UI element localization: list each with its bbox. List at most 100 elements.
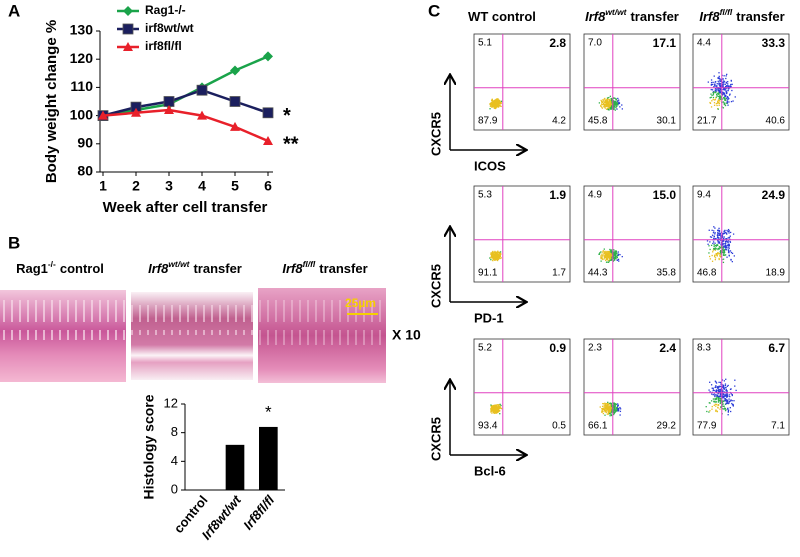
event-dot (497, 99, 499, 101)
flow-plot (583, 33, 681, 131)
event-dot (716, 93, 718, 95)
event-dot (722, 237, 725, 240)
event-dot (614, 409, 616, 412)
event-dot (722, 396, 725, 398)
event-dot (599, 252, 601, 254)
event-dot (712, 91, 715, 93)
event-dot (728, 255, 730, 257)
x-tick-label: 1 (99, 178, 107, 194)
event-dot (724, 97, 726, 99)
event-dot (614, 109, 616, 111)
event-dot (718, 381, 720, 384)
quadrant-ul: 9.4 (697, 190, 711, 201)
event-dot (615, 104, 617, 107)
event-dot (711, 100, 713, 102)
event-dot (618, 101, 620, 103)
event-dot (495, 103, 497, 105)
event-dot (497, 257, 499, 260)
event-dot (706, 410, 708, 413)
event-dot (717, 87, 719, 89)
event-dot (602, 410, 604, 413)
event-dot (715, 85, 717, 87)
event-dot (717, 234, 719, 236)
event-dot (710, 384, 713, 386)
event-dot (720, 86, 722, 88)
event-dot (724, 398, 727, 400)
event-dot (609, 95, 612, 97)
event-dot (606, 408, 609, 410)
plot-frame (473, 185, 571, 283)
event-dot (494, 409, 497, 412)
event-dot (497, 104, 499, 106)
event-dot (608, 254, 610, 257)
event-dot (723, 94, 725, 96)
event-dot (727, 410, 730, 412)
event-dot (494, 407, 497, 409)
event-dot (705, 406, 707, 408)
event-dot (616, 256, 618, 259)
event-dot (727, 83, 729, 85)
event-dot (493, 99, 495, 102)
event-dot (730, 393, 732, 395)
event-dot (724, 391, 726, 393)
event-dot (606, 99, 608, 101)
event-dot (728, 243, 730, 246)
event-dot (728, 97, 730, 100)
event-dot (491, 100, 493, 102)
event-dot (713, 104, 716, 106)
event-dot (610, 413, 612, 416)
event-dot (601, 101, 604, 104)
event-dot (619, 253, 621, 256)
event-dot (727, 249, 729, 251)
event-dot (728, 101, 730, 103)
event-dot (708, 389, 710, 391)
event-dot (494, 257, 497, 259)
event-dot (725, 88, 727, 90)
event-dot (709, 410, 711, 412)
event-dot (613, 254, 615, 256)
event-dot (616, 409, 618, 412)
y-axis-label: CXCR5 (428, 264, 443, 308)
event-dot (721, 241, 724, 243)
event-dot (724, 254, 726, 257)
event-dot (614, 411, 616, 414)
event-dot (727, 407, 729, 409)
plot-frame (583, 33, 681, 131)
event-dot (604, 255, 606, 258)
flow-plot (583, 338, 681, 436)
event-dot (714, 380, 717, 382)
event-dot (710, 81, 713, 84)
event-dot (717, 404, 720, 406)
event-dot (715, 390, 718, 392)
event-dot (492, 100, 495, 103)
event-dot (722, 243, 724, 246)
event-dot (604, 97, 606, 100)
y-tick-label: 100 (70, 106, 94, 122)
event-dot (498, 253, 500, 255)
event-dot (720, 253, 722, 255)
event-dot (725, 91, 727, 93)
event-dot (716, 85, 718, 87)
event-dot (718, 248, 721, 250)
event-dot (497, 106, 499, 108)
event-dot (715, 401, 717, 403)
event-dot (714, 232, 716, 234)
event-dot (712, 98, 714, 101)
event-dot (614, 250, 616, 252)
event-dot (717, 407, 719, 409)
event-dot (722, 408, 725, 410)
event-dot (602, 403, 605, 405)
event-dot (603, 408, 606, 410)
event-dot (611, 101, 613, 104)
event-dot (498, 257, 500, 259)
event-dot (492, 103, 494, 105)
event-dot (613, 257, 615, 259)
event-dot (499, 403, 501, 406)
event-dot (496, 101, 499, 103)
event-dot (720, 236, 722, 238)
event-dot (499, 101, 501, 103)
event-dot (710, 83, 713, 86)
event-dot (724, 99, 726, 101)
event-dot (714, 397, 716, 400)
event-dot (725, 378, 727, 380)
